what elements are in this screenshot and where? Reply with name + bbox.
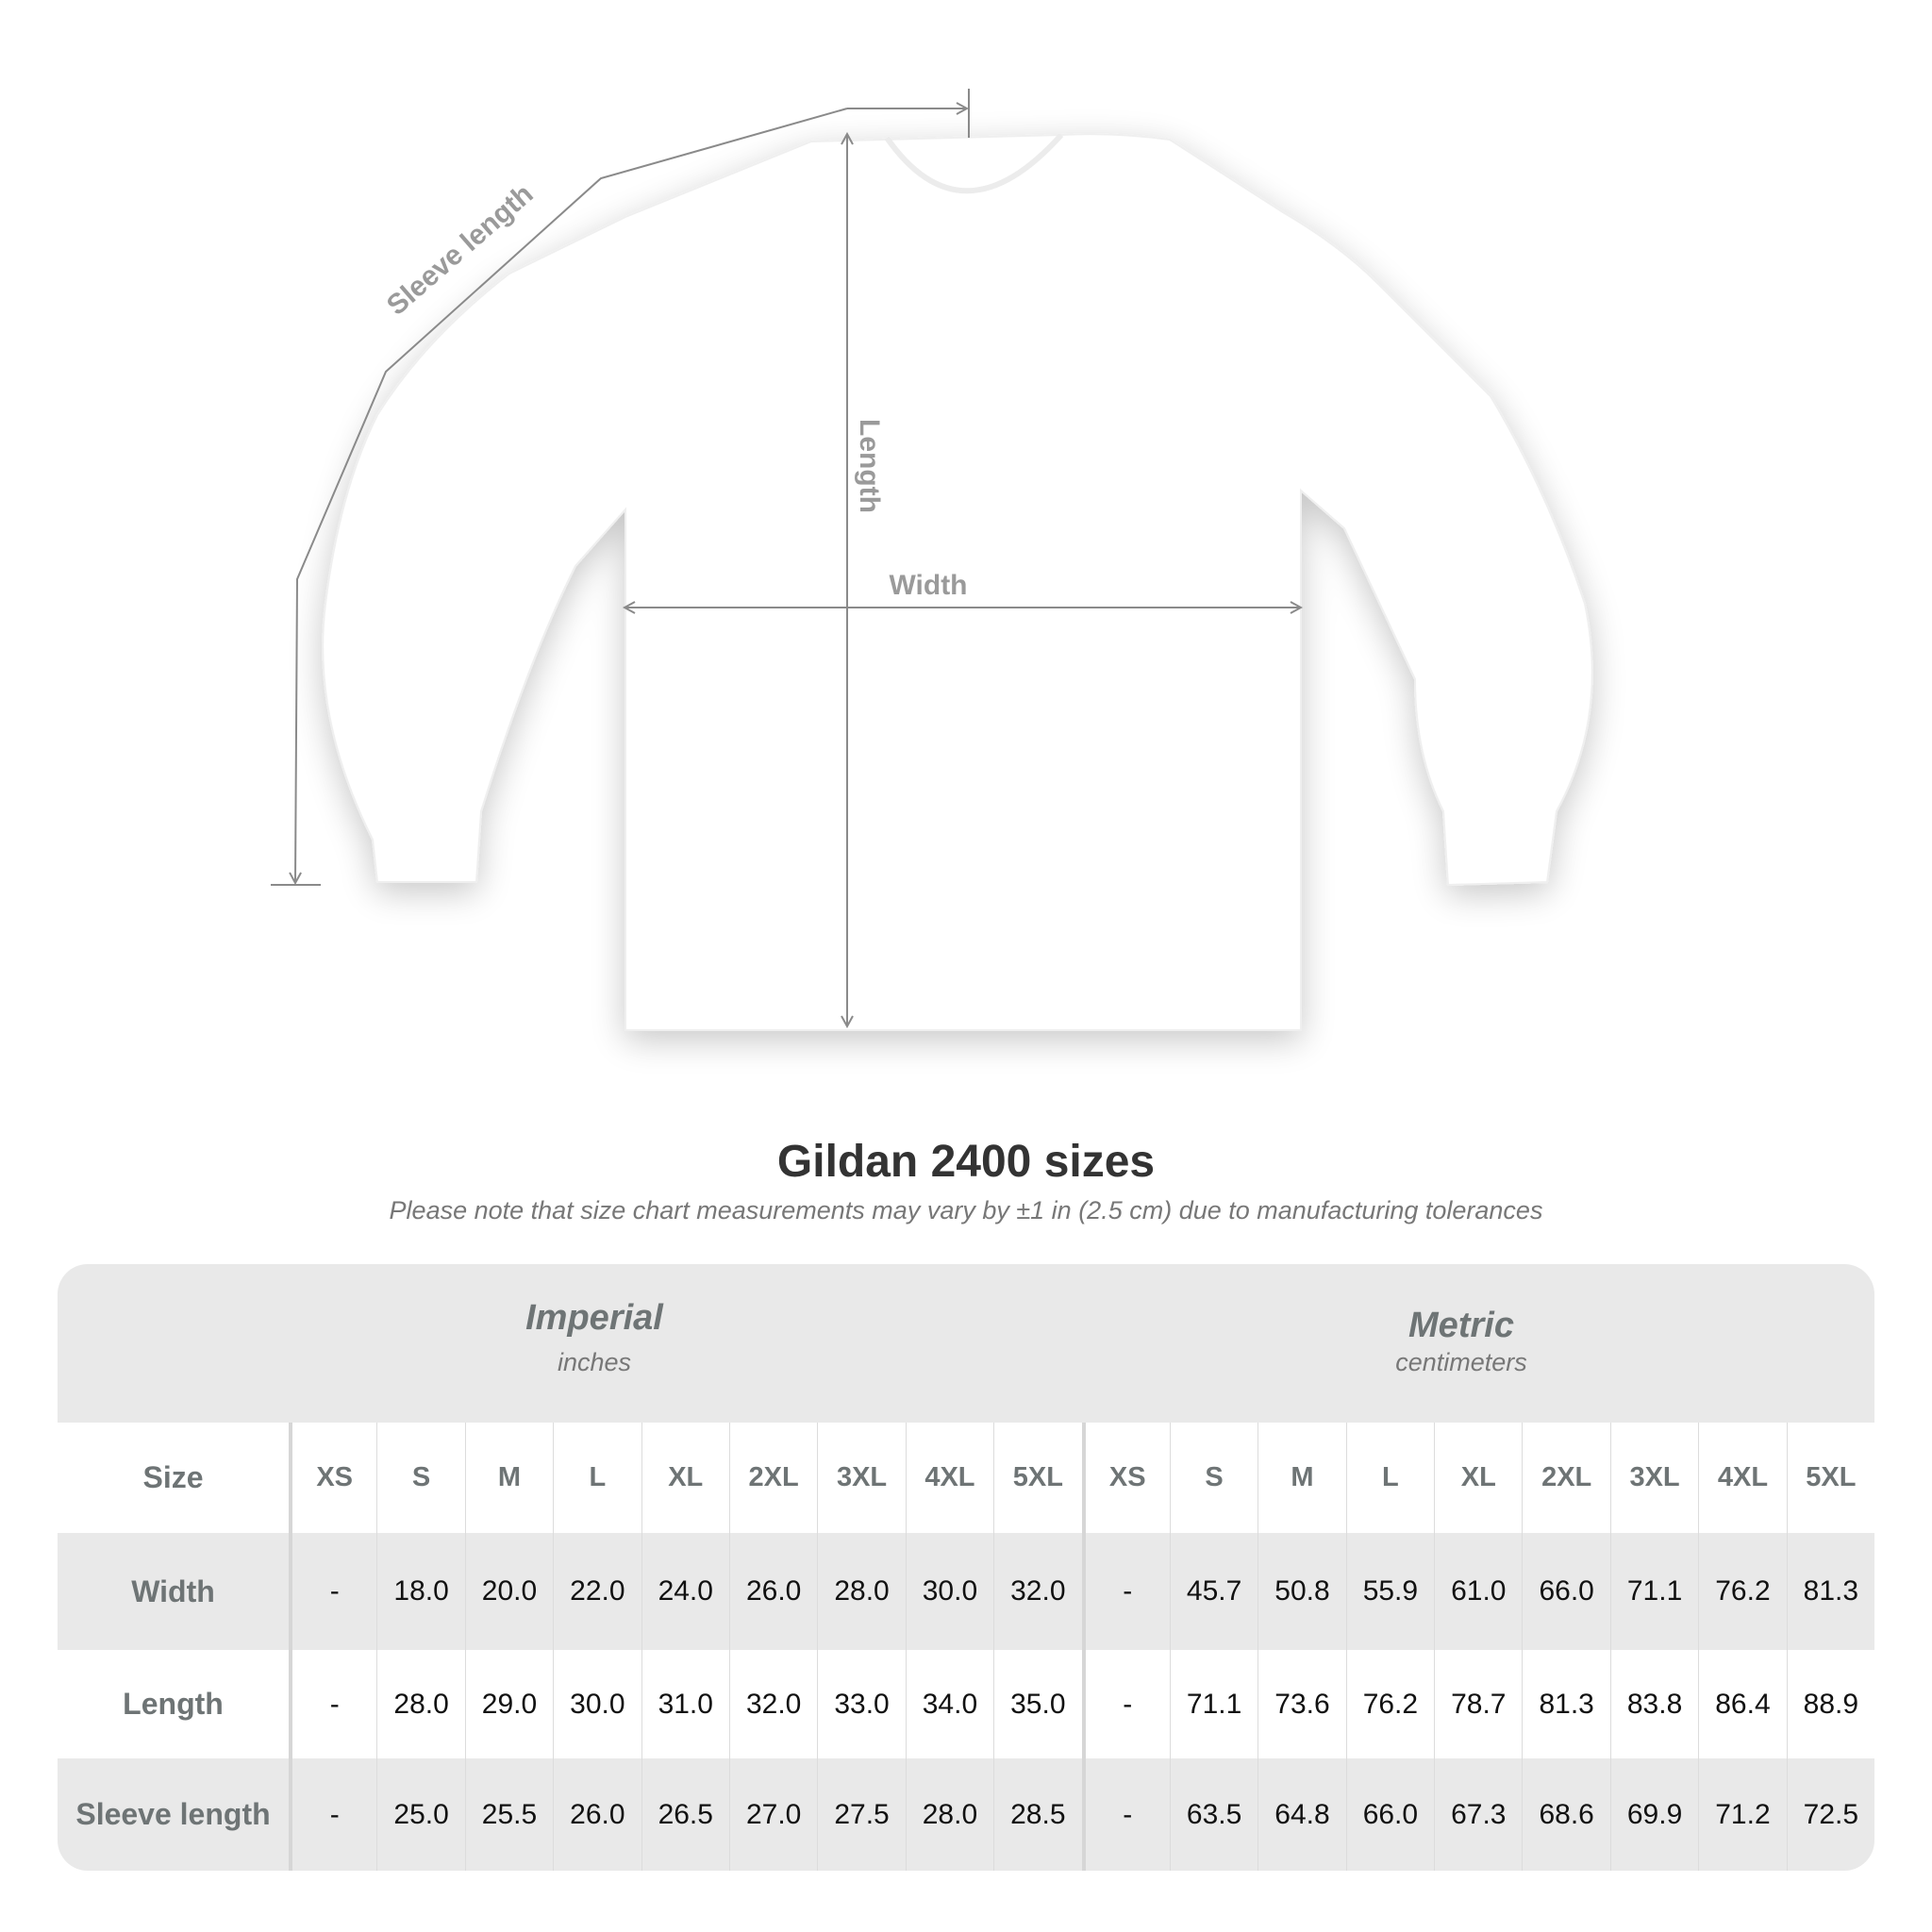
cell-imperial-m: 25.5 bbox=[464, 1758, 553, 1871]
cell-imperial-xs: - bbox=[289, 1758, 376, 1871]
size-header-imperial-l: L bbox=[553, 1423, 641, 1533]
cell-metric-xs: - bbox=[1081, 1758, 1170, 1871]
cell-imperial-2xl: 27.0 bbox=[728, 1758, 817, 1871]
cell-imperial-3xl: 33.0 bbox=[817, 1650, 905, 1758]
cell-imperial-4xl: 34.0 bbox=[905, 1650, 993, 1758]
size-header-metric-4xl: 4XL bbox=[1698, 1423, 1786, 1533]
size-header-metric-xl: XL bbox=[1434, 1423, 1522, 1533]
cell-metric-3xl: 69.9 bbox=[1609, 1758, 1698, 1871]
cell-metric-4xl: 76.2 bbox=[1698, 1533, 1786, 1650]
width-label: Width bbox=[889, 570, 967, 601]
cell-metric-l: 76.2 bbox=[1345, 1650, 1434, 1758]
long-sleeve-shirt bbox=[322, 132, 1593, 1031]
cell-metric-m: 50.8 bbox=[1257, 1533, 1345, 1650]
cell-metric-m: 64.8 bbox=[1257, 1758, 1345, 1871]
cell-metric-xl: 67.3 bbox=[1434, 1758, 1522, 1871]
cell-metric-4xl: 86.4 bbox=[1698, 1650, 1786, 1758]
size-header-imperial-3xl: 3XL bbox=[817, 1423, 905, 1533]
row-band-sleeve bbox=[58, 1758, 1874, 1871]
cell-imperial-3xl: 28.0 bbox=[817, 1533, 905, 1650]
page-title: Gildan 2400 sizes bbox=[776, 1137, 1156, 1187]
cell-imperial-3xl: 27.5 bbox=[817, 1758, 905, 1871]
cell-imperial-s: 18.0 bbox=[376, 1533, 464, 1650]
cell-metric-5xl: 72.5 bbox=[1786, 1758, 1874, 1871]
cell-metric-2xl: 66.0 bbox=[1522, 1533, 1609, 1650]
cell-metric-l: 66.0 bbox=[1345, 1758, 1434, 1871]
shirt-measurement-diagram: Sleeve length Length Width bbox=[271, 89, 1593, 1031]
size-header-imperial-2xl: 2XL bbox=[728, 1423, 817, 1533]
cell-metric-xs: - bbox=[1081, 1650, 1170, 1758]
tolerance-note: Please note that size chart measurements… bbox=[389, 1196, 1543, 1224]
cell-metric-5xl: 81.3 bbox=[1786, 1533, 1874, 1650]
row-label: Width bbox=[131, 1574, 215, 1608]
cell-metric-s: 63.5 bbox=[1169, 1758, 1257, 1871]
cell-metric-s: 45.7 bbox=[1169, 1533, 1257, 1650]
cell-imperial-l: 26.0 bbox=[553, 1758, 641, 1871]
cell-imperial-xs: - bbox=[289, 1533, 376, 1650]
cell-imperial-m: 29.0 bbox=[464, 1650, 553, 1758]
cell-metric-xl: 61.0 bbox=[1434, 1533, 1522, 1650]
size-header-metric-2xl: 2XL bbox=[1522, 1423, 1609, 1533]
cell-metric-3xl: 71.1 bbox=[1609, 1533, 1698, 1650]
measurement-lines bbox=[271, 89, 1301, 1026]
cell-imperial-5xl: 35.0 bbox=[993, 1650, 1081, 1758]
cell-imperial-s: 28.0 bbox=[376, 1650, 464, 1758]
size-header-imperial-xl: XL bbox=[641, 1423, 729, 1533]
cell-metric-5xl: 88.9 bbox=[1786, 1650, 1874, 1758]
cell-metric-xs: - bbox=[1081, 1533, 1170, 1650]
cell-metric-4xl: 71.2 bbox=[1698, 1758, 1786, 1871]
metric-header: Metric centimeters bbox=[1178, 1306, 1744, 1377]
size-header-metric-m: M bbox=[1257, 1423, 1345, 1533]
size-header-imperial-5xl: 5XL bbox=[993, 1423, 1081, 1533]
table-row-length: Length -28.0 29.0 30.0 31.0 32.0 33.0 34.0 35.0… bbox=[58, 1650, 1874, 1758]
size-header-metric-s: S bbox=[1169, 1423, 1257, 1533]
row-label: Length bbox=[123, 1687, 224, 1721]
cell-metric-s: 71.1 bbox=[1169, 1650, 1257, 1758]
size-label: Size bbox=[142, 1460, 204, 1494]
cell-metric-m: 73.6 bbox=[1257, 1650, 1345, 1758]
size-header-metric-l: L bbox=[1345, 1423, 1434, 1533]
cell-metric-xl: 78.7 bbox=[1434, 1650, 1522, 1758]
cell-imperial-xl: 26.5 bbox=[641, 1758, 729, 1871]
cell-metric-2xl: 68.6 bbox=[1522, 1758, 1609, 1871]
size-table: Imperial inches Metric centimeters Size … bbox=[58, 1264, 1874, 1871]
cell-imperial-xs: - bbox=[289, 1650, 376, 1758]
cell-imperial-5xl: 28.5 bbox=[993, 1758, 1081, 1871]
imperial-title: Imperial bbox=[525, 1298, 663, 1338]
metric-unit: centimeters bbox=[1395, 1348, 1527, 1376]
unit-header-band bbox=[58, 1264, 1874, 1423]
cell-imperial-m: 20.0 bbox=[464, 1533, 553, 1650]
size-header-imperial-m: M bbox=[464, 1423, 553, 1533]
cell-metric-3xl: 83.8 bbox=[1609, 1650, 1698, 1758]
cell-metric-2xl: 81.3 bbox=[1522, 1650, 1609, 1758]
imperial-unit: inches bbox=[557, 1348, 632, 1376]
sleeve-length-line bbox=[295, 108, 848, 883]
table-row-width: Width -18.0 20.0 22.0 24.0 26.0 28.0 30.0 32.0-… bbox=[58, 1533, 1874, 1650]
cell-imperial-2xl: 26.0 bbox=[728, 1533, 817, 1650]
cell-imperial-l: 22.0 bbox=[553, 1533, 641, 1650]
size-header-metric-3xl: 3XL bbox=[1609, 1423, 1698, 1533]
cell-imperial-4xl: 30.0 bbox=[905, 1533, 993, 1650]
table-row-sleeve-length: Sleeve length -25.0 25.5 26.0 26.5 27.0 27.5 2… bbox=[58, 1758, 1874, 1871]
row-band-width bbox=[58, 1533, 1874, 1650]
size-header-imperial-s: S bbox=[376, 1423, 464, 1533]
cell-imperial-l: 30.0 bbox=[553, 1650, 641, 1758]
size-header-row: Size XS S M L XL 2XL 3XL 4XL 5XL XS S M L XL 2XL 3XL 4XL… bbox=[58, 1423, 1874, 1533]
cell-imperial-s: 25.0 bbox=[376, 1758, 464, 1871]
cell-imperial-xl: 31.0 bbox=[641, 1650, 729, 1758]
cell-metric-l: 55.9 bbox=[1345, 1533, 1434, 1650]
size-header-imperial-4xl: 4XL bbox=[905, 1423, 993, 1533]
cell-imperial-4xl: 28.0 bbox=[905, 1758, 993, 1871]
row-label: Sleeve length bbox=[75, 1797, 271, 1831]
metric-title: Metric bbox=[1408, 1306, 1514, 1345]
size-header-metric-xs: XS bbox=[1081, 1423, 1170, 1533]
cell-imperial-xl: 24.0 bbox=[641, 1533, 729, 1650]
size-header-imperial-xs: XS bbox=[289, 1423, 376, 1533]
imperial-header: Imperial inches bbox=[311, 1298, 877, 1377]
size-header-metric-5xl: 5XL bbox=[1786, 1423, 1874, 1533]
cell-imperial-2xl: 32.0 bbox=[728, 1650, 817, 1758]
cell-imperial-5xl: 32.0 bbox=[993, 1533, 1081, 1650]
length-label: Length bbox=[854, 419, 885, 513]
